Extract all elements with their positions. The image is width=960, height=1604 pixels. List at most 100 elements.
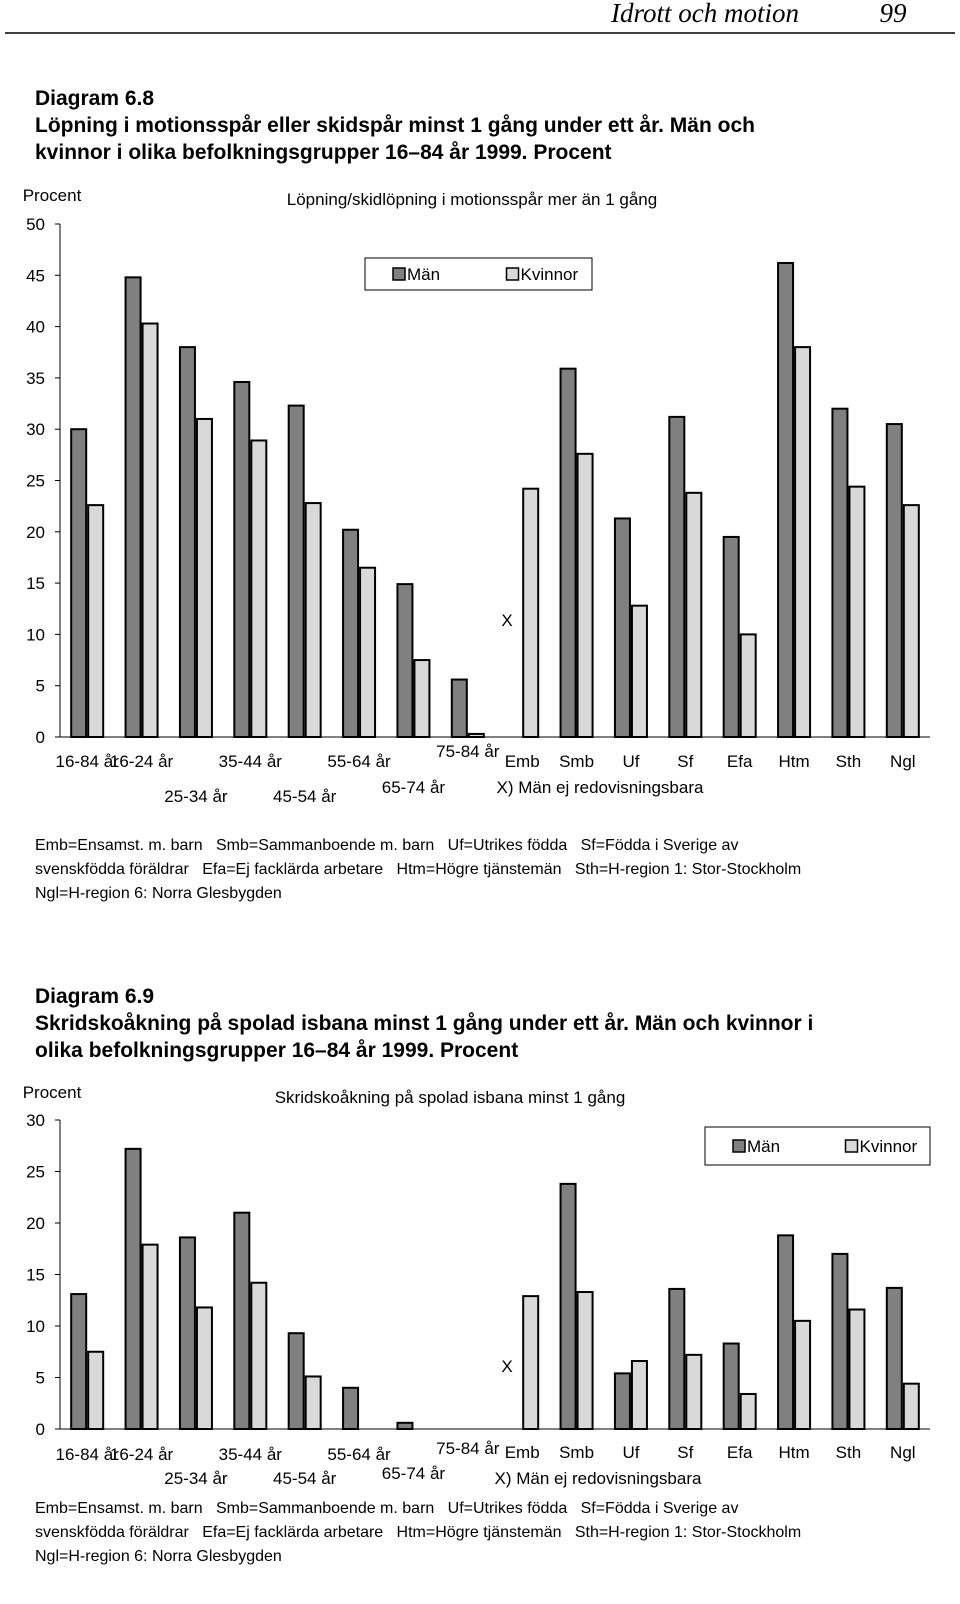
y-tick-label: 50 (26, 215, 45, 234)
y-tick-label: 30 (26, 420, 45, 439)
annotation: X) Män ej redovisningsbara (497, 778, 704, 797)
bar (233, 381, 251, 738)
x-tick-label: Emb (505, 752, 540, 771)
x-tick-label: 16-84 år (56, 1445, 120, 1464)
chart-title: Skridskoåkning på spolad isbana minst 1 … (275, 1088, 626, 1107)
bar (450, 678, 468, 739)
bar (141, 1243, 159, 1430)
x-tick-label: 75-84 år (436, 742, 500, 761)
bar (141, 322, 159, 738)
diagram-title: Skridskoåkning på spolad isbana minst 1 … (35, 1012, 813, 1035)
bar (70, 1293, 88, 1430)
bar (613, 1372, 631, 1431)
bar (413, 659, 431, 738)
footnote: svenskfödda föräldrar Efa=Ej facklärda a… (35, 1524, 801, 1541)
header-section: Idrott och motion (610, 0, 799, 28)
bar (287, 404, 305, 738)
bar (613, 517, 631, 738)
bar (522, 487, 540, 739)
y-tick-label: 40 (26, 318, 45, 337)
bar (685, 491, 703, 739)
y-tick-label: 20 (26, 523, 45, 542)
footnote: Ngl=H-region 6: Norra Glesbygden (35, 885, 282, 902)
bar (70, 428, 88, 738)
bar (630, 1360, 648, 1431)
bar (630, 604, 648, 738)
bar (777, 261, 795, 738)
header-page: 99 (880, 0, 908, 28)
bar (831, 1252, 849, 1431)
x-tick-label: Sf (677, 752, 693, 771)
legend-label: Kvinnor (521, 265, 579, 284)
bar (359, 566, 377, 739)
annotation: X (501, 1357, 512, 1376)
bar (250, 439, 268, 738)
bar (739, 633, 757, 739)
bar (848, 485, 866, 738)
footnote: Emb=Ensamst. m. barn Smb=Sammanboende m.… (35, 837, 738, 854)
y-axis-label: Procent (23, 1083, 82, 1102)
bar (668, 415, 686, 738)
bar (722, 1342, 740, 1431)
annotation: X (501, 611, 512, 630)
bar (668, 1287, 686, 1431)
x-tick-label: 55-64 år (327, 752, 391, 771)
y-tick-label: 15 (26, 574, 45, 593)
bar (559, 1182, 577, 1430)
bar (304, 1375, 322, 1430)
bar (396, 1421, 414, 1430)
legend-label: Män (407, 265, 440, 284)
diagram-title: olika befolkningsgrupper 16–84 år 1999. … (35, 1039, 518, 1062)
y-tick-label: 5 (36, 1369, 45, 1388)
x-tick-label: Smb (559, 1443, 594, 1462)
bar (195, 1306, 213, 1430)
y-tick-label: 10 (26, 1317, 45, 1336)
footnote: Emb=Ensamst. m. barn Smb=Sammanboende m.… (35, 1500, 738, 1517)
x-tick-label: 16-84 år (56, 752, 120, 771)
x-tick-label: 45-54 år (273, 1469, 337, 1488)
x-tick-label: 45-54 år (273, 787, 337, 806)
bar (777, 1234, 795, 1430)
x-tick-label: Uf (622, 752, 639, 771)
bar (885, 423, 903, 738)
bar (831, 407, 849, 738)
y-tick-label: 25 (26, 472, 45, 491)
x-tick-label: Sf (677, 1443, 693, 1462)
x-tick-label: 65-74 år (382, 1464, 446, 1483)
x-tick-label: Smb (559, 752, 594, 771)
bar (287, 1332, 305, 1430)
diagram-number: Diagram 6.8 (35, 87, 154, 110)
legend-label: Män (747, 1137, 780, 1156)
bar (178, 1236, 196, 1431)
x-tick-label: Uf (622, 1443, 639, 1462)
x-tick-label: 75-84 år (436, 1439, 500, 1458)
legend-swatch (844, 1139, 859, 1153)
legend-swatch (392, 267, 406, 281)
y-tick-label: 30 (26, 1111, 45, 1130)
bar (848, 1308, 866, 1431)
x-tick-label: 16-24 år (110, 752, 174, 771)
diagram-number: Diagram 6.9 (35, 985, 154, 1008)
y-axis-label: Procent (23, 186, 82, 205)
diagram-title: Löpning i motionsspår eller skidspår min… (35, 114, 755, 137)
annotation: X) Män ej redovisningsbara (495, 1469, 702, 1488)
x-tick-label: 16-24 år (110, 1445, 174, 1464)
y-tick-label: 10 (26, 625, 45, 644)
y-tick-label: 35 (26, 369, 45, 388)
x-tick-label: 35-44 år (219, 1445, 283, 1464)
legend-swatch (505, 267, 520, 281)
bar (685, 1353, 703, 1430)
bar (559, 367, 577, 738)
x-tick-label: Ngl (890, 752, 916, 771)
y-tick-label: 0 (36, 728, 45, 747)
bar (87, 1350, 105, 1430)
bar (522, 1295, 540, 1430)
bar (794, 346, 812, 738)
bar (739, 1392, 757, 1430)
bar (902, 504, 920, 738)
x-tick-label: Efa (727, 752, 753, 771)
y-tick-label: 15 (26, 1266, 45, 1285)
x-tick-label: Sth (836, 1443, 862, 1462)
